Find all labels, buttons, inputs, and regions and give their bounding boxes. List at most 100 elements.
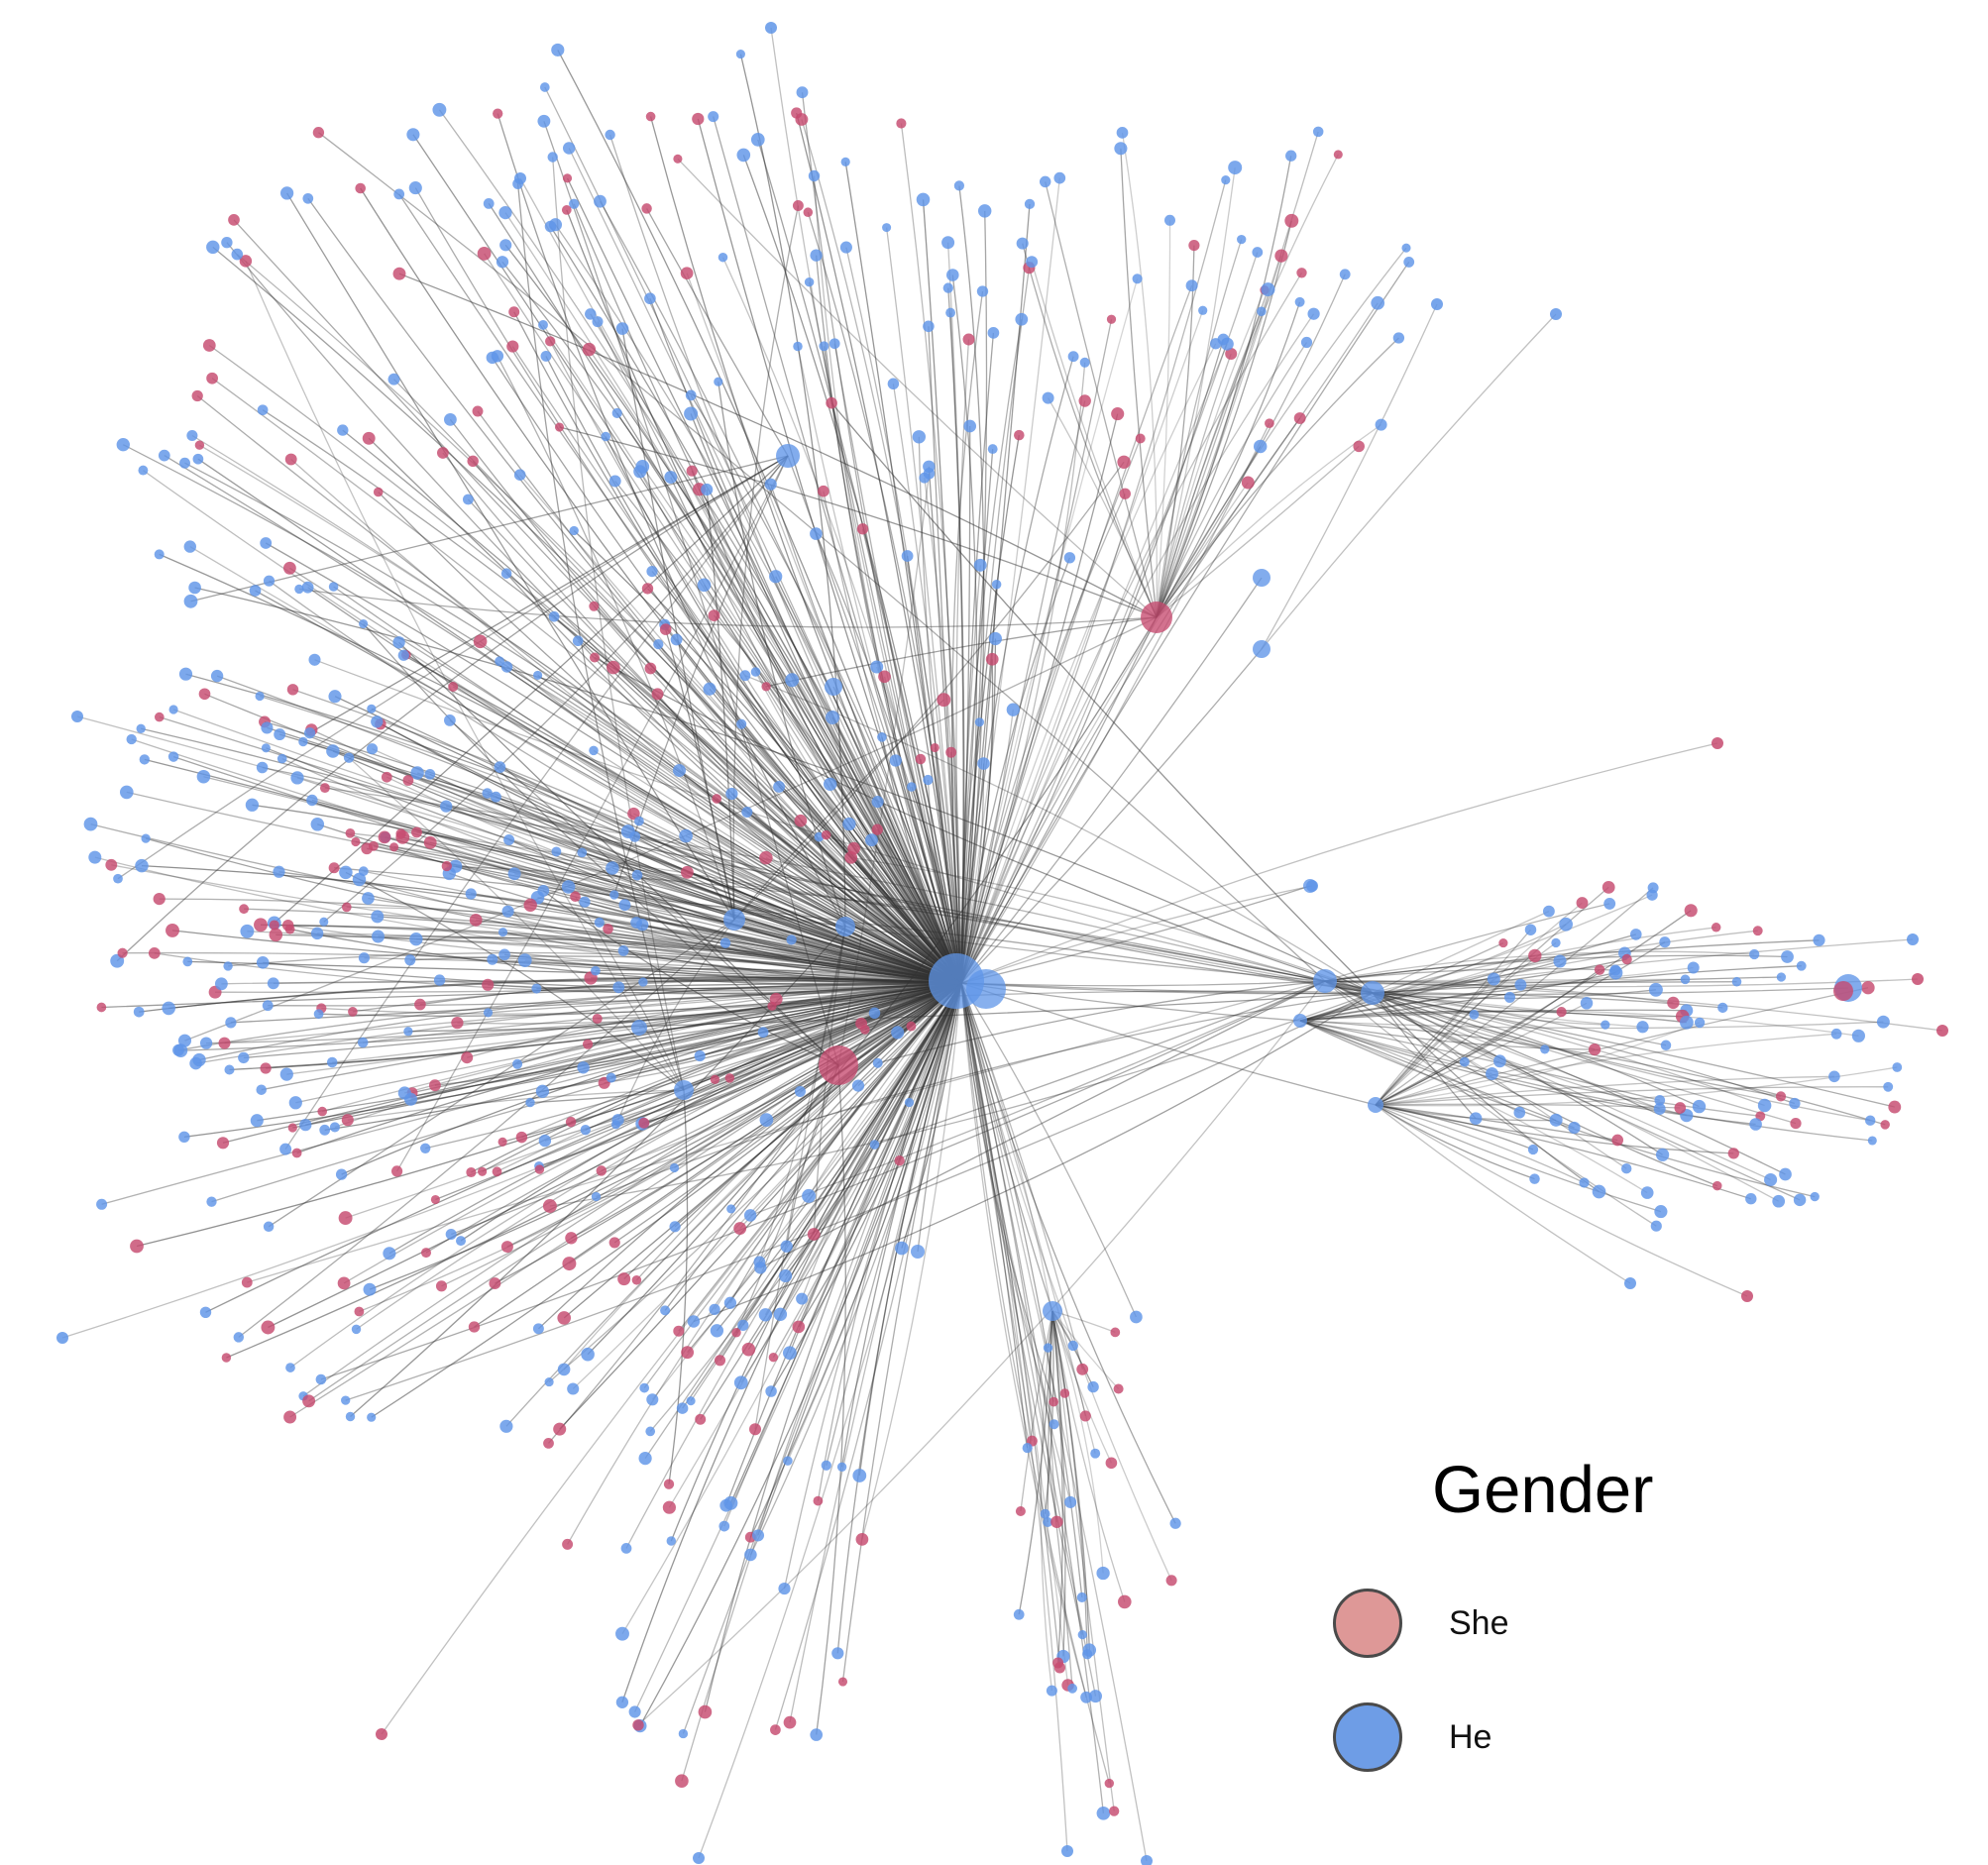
network-edge: [498, 660, 962, 984]
network-edge: [449, 419, 962, 984]
network-edge: [548, 982, 962, 1383]
node-he: [974, 717, 985, 727]
node-he: [638, 977, 648, 987]
node-he: [580, 1125, 591, 1136]
network-edge: [1156, 131, 1319, 618]
network-edge: [506, 666, 962, 984]
node-he: [810, 249, 823, 262]
node-he: [606, 861, 619, 875]
network-edge: [1022, 243, 1158, 618]
node-he: [1731, 976, 1742, 987]
network-edge: [1156, 288, 1270, 618]
node-he: [372, 930, 385, 943]
network-edge: [960, 982, 1301, 1022]
network-edge: [951, 274, 978, 984]
node-he: [1469, 1112, 1483, 1126]
node-he: [1503, 991, 1516, 1003]
network-edge: [333, 586, 962, 984]
node-he: [126, 733, 137, 745]
network-edge: [1324, 980, 1943, 1032]
node-she: [328, 862, 340, 874]
node-he: [1789, 1097, 1801, 1110]
node-she: [673, 154, 683, 164]
node-she: [783, 1715, 797, 1729]
node-he: [548, 610, 560, 622]
node-she: [284, 453, 297, 466]
node-he: [733, 1375, 748, 1390]
network-edge: [244, 908, 962, 984]
node-he: [754, 1262, 767, 1274]
node-he: [808, 169, 821, 182]
network-edge: [574, 896, 685, 1091]
network-edge: [723, 982, 962, 1527]
network-edge: [549, 226, 962, 984]
node-he: [1892, 1062, 1903, 1072]
node-he: [758, 1308, 773, 1322]
network-edge: [549, 992, 1374, 1207]
node-he: [263, 575, 276, 587]
network-edge: [1324, 980, 1657, 1227]
network-edge: [536, 982, 962, 990]
network-edge: [308, 982, 962, 1402]
network-edge: [610, 982, 962, 1079]
node-he: [672, 763, 687, 778]
node-he: [1339, 269, 1351, 280]
node-he: [231, 248, 244, 261]
node-he: [561, 880, 576, 894]
network-edge: [1299, 894, 1653, 1022]
node-he: [1580, 997, 1594, 1010]
node-she: [130, 1239, 144, 1254]
node-he: [628, 1705, 641, 1718]
node-he: [1653, 1103, 1666, 1115]
network-edge: [664, 982, 962, 1311]
node-he: [158, 449, 170, 462]
node-he: [486, 351, 498, 365]
node-he: [594, 917, 605, 928]
node-she: [769, 992, 783, 1006]
node-he: [865, 833, 878, 847]
node-he: [501, 905, 514, 918]
node-she: [1621, 953, 1632, 965]
node-he: [404, 954, 416, 966]
node-he: [1592, 1184, 1606, 1199]
network-edge: [758, 926, 846, 1262]
network-edge: [704, 982, 962, 1712]
node-she: [1079, 1410, 1091, 1422]
node-he: [1198, 305, 1208, 315]
network-edge: [593, 605, 962, 984]
network-edge: [184, 616, 1158, 1042]
node-he: [708, 111, 719, 123]
network-edge: [1044, 1310, 1054, 1514]
network-edge: [1375, 1086, 1889, 1106]
legend-swatch-she: [1333, 1589, 1402, 1658]
node-she: [376, 1728, 387, 1740]
network-edge: [798, 982, 962, 1328]
network-edge: [430, 841, 846, 928]
node-she: [302, 1394, 316, 1408]
network-edge: [261, 982, 962, 1091]
network-edge: [1375, 1104, 1734, 1154]
network-edge: [400, 832, 962, 984]
node-he: [723, 909, 745, 931]
node-he: [186, 429, 198, 442]
node-he: [1303, 879, 1317, 893]
network-edge: [542, 324, 962, 984]
network-edge: [639, 471, 962, 984]
network-edge: [960, 982, 1083, 1635]
node-he: [585, 308, 597, 320]
node-he: [577, 1061, 590, 1074]
node-he: [238, 1051, 250, 1064]
network-edge: [168, 977, 962, 1010]
node-she: [153, 892, 166, 906]
node-she: [807, 1228, 821, 1241]
node-she: [589, 601, 600, 611]
network-edge: [141, 864, 962, 984]
network-edge: [668, 982, 962, 1508]
node-he: [1550, 308, 1562, 320]
node-she: [663, 1479, 675, 1489]
node-he: [793, 341, 803, 352]
network-edge: [683, 982, 962, 1091]
network-edge: [347, 1089, 685, 1121]
network-edge: [947, 287, 965, 984]
network-edge: [1156, 342, 1308, 618]
